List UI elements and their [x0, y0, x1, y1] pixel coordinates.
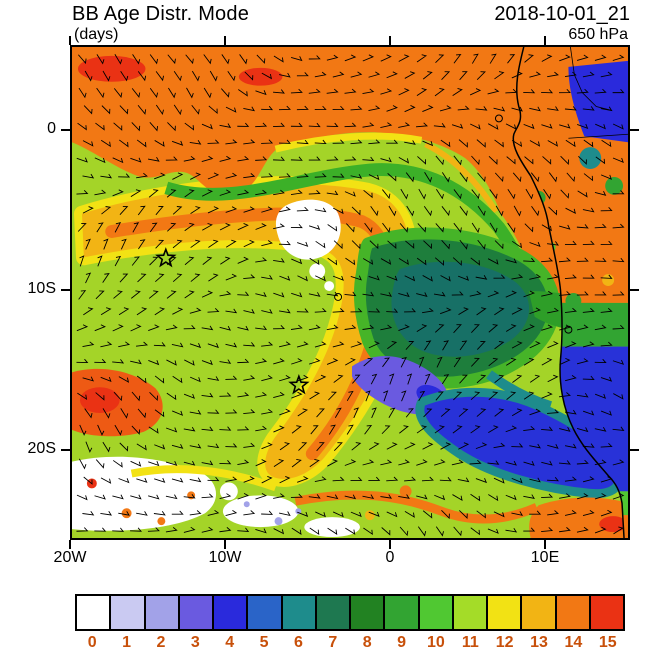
- colorbar-cell: [488, 596, 523, 629]
- y-axis-label: 10S: [27, 280, 56, 297]
- colorbar-cell: [316, 596, 351, 629]
- colorbar-label: 3: [190, 634, 200, 651]
- colorbar-label: 7: [328, 634, 338, 651]
- colorbar-label: 6: [293, 634, 303, 651]
- x-axis-label: 10E: [530, 549, 560, 566]
- colorbar-cell: [179, 596, 214, 629]
- region-orange-north: [72, 47, 628, 301]
- wind-barbs: [76, 53, 625, 537]
- axis-tick: [630, 129, 639, 131]
- colorbar-label: 13: [530, 634, 548, 651]
- colorbar-labels: 0 1 2 3 4 5 6 7 8 9 10 11 12 13 14 15: [75, 634, 625, 652]
- star-markers: [155, 247, 310, 395]
- y-axis-label: 0: [47, 120, 56, 137]
- axis-tick: [69, 36, 71, 45]
- axis-tick: [389, 36, 391, 45]
- colorbar-label: 15: [598, 634, 617, 651]
- colorbar-cell: [351, 596, 386, 629]
- axis-tick: [61, 449, 70, 451]
- axis-tick: [544, 540, 546, 549]
- colorbar-cell: [282, 596, 317, 629]
- colorbar: [75, 594, 625, 631]
- x-axis-label: 0: [385, 549, 395, 566]
- y-axis-label: 20S: [27, 440, 56, 457]
- units-label: (days): [74, 26, 119, 43]
- colorbar-label: 5: [259, 634, 269, 651]
- colorbar-cell: [111, 596, 146, 629]
- x-axis-label: 20W: [53, 549, 87, 566]
- map-plot: [70, 45, 630, 540]
- yellow-streak-sw: [130, 465, 277, 492]
- colorbar-cell: [248, 596, 283, 629]
- colorbar-label: 10: [427, 634, 445, 651]
- coastline: [512, 47, 625, 538]
- axis-tick: [389, 540, 391, 549]
- colorbar-label: 0: [87, 634, 97, 651]
- axis-tick: [544, 36, 546, 45]
- calm-circles: [334, 114, 573, 334]
- country-border-2: [568, 133, 628, 139]
- colorbar-label: 1: [122, 634, 132, 651]
- colorbar-cell: [214, 596, 249, 629]
- colorbar-cell: [77, 596, 112, 629]
- region-red-west: [79, 387, 120, 414]
- fringe-yellow: [274, 132, 423, 153]
- colorbar-label: 9: [397, 634, 407, 651]
- colorbar-label: 14: [564, 634, 583, 651]
- region-red-sse: [599, 516, 628, 533]
- region-gold-band: [81, 183, 410, 479]
- colorbar-cell: [145, 596, 180, 629]
- map-svg: [72, 47, 628, 538]
- blob-teal-core: [391, 261, 530, 357]
- red-patches-north: [77, 55, 283, 86]
- pressure-level-label: 650 hPa: [568, 26, 628, 43]
- star-marker: [288, 374, 310, 395]
- axis-tick: [630, 449, 639, 451]
- x-axis-label: 10W: [208, 549, 242, 566]
- colorbar-label: 2: [156, 634, 166, 651]
- axis-tick: [224, 540, 226, 549]
- colorbar-label: 12: [495, 634, 514, 651]
- axis-tick: [224, 36, 226, 45]
- colorbar-label: 11: [461, 634, 479, 651]
- plot-title: BB Age Distr. Mode: [72, 3, 250, 25]
- axis-tick: [61, 289, 70, 291]
- colorbar-cell: [385, 596, 420, 629]
- axis-tick: [61, 129, 70, 131]
- axis-tick: [630, 289, 639, 291]
- colorbar-cell: [556, 596, 591, 629]
- colorbar-cell: [419, 596, 454, 629]
- colorbar-cell: [522, 596, 557, 629]
- star-marker: [155, 247, 177, 268]
- fringe-gold: [424, 141, 499, 214]
- axis-tick: [69, 540, 71, 549]
- colorbar-cell: [590, 596, 623, 629]
- colorbar-cell: [453, 596, 488, 629]
- wind-barb-path: [76, 53, 625, 537]
- colorbar-label: 8: [362, 634, 372, 651]
- orange-snake-south: [294, 490, 539, 524]
- datetime-label: 2018-10-01_21: [494, 3, 630, 25]
- colorbar-label: 4: [225, 634, 235, 651]
